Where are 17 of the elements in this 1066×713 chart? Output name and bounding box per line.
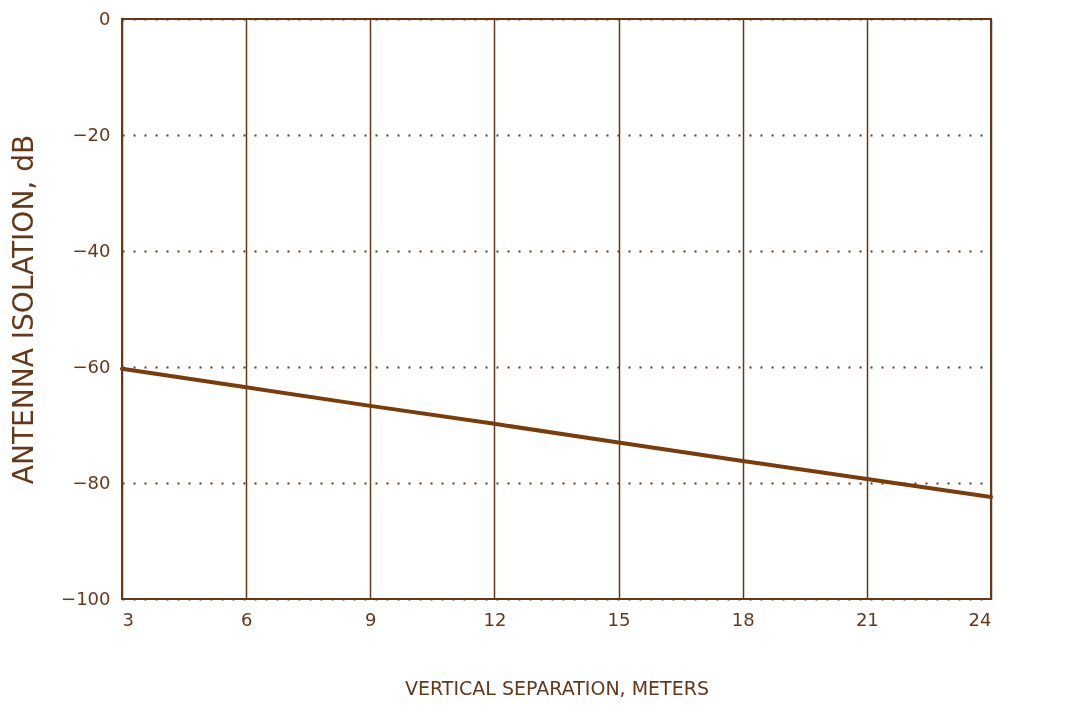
x-tick-label: 18 (731, 608, 755, 630)
x-tick-label: 6 (240, 608, 253, 630)
x-tick-label: 3 (122, 608, 134, 630)
x-tick-label: 21 (855, 608, 879, 630)
y-tick-label: −60 (72, 355, 111, 377)
y-axis-title: ANTENNA ISOLATION, dB (7, 134, 41, 485)
x-axis-title: VERTICAL SEPARATION, METERS (405, 676, 709, 699)
x-tick-label: 15 (607, 608, 631, 630)
y-tick-label: −100 (61, 587, 111, 609)
y-tick-label: −80 (72, 471, 111, 493)
x-tick-label: 12 (483, 608, 507, 630)
line-series (120, 366, 993, 499)
y-tick-label: 0 (99, 7, 111, 29)
x-tick-label: 24 (968, 608, 992, 630)
x-tick-label: 9 (365, 608, 377, 630)
y-tick-label: −40 (72, 239, 111, 261)
y-tick-label: −20 (72, 123, 111, 145)
